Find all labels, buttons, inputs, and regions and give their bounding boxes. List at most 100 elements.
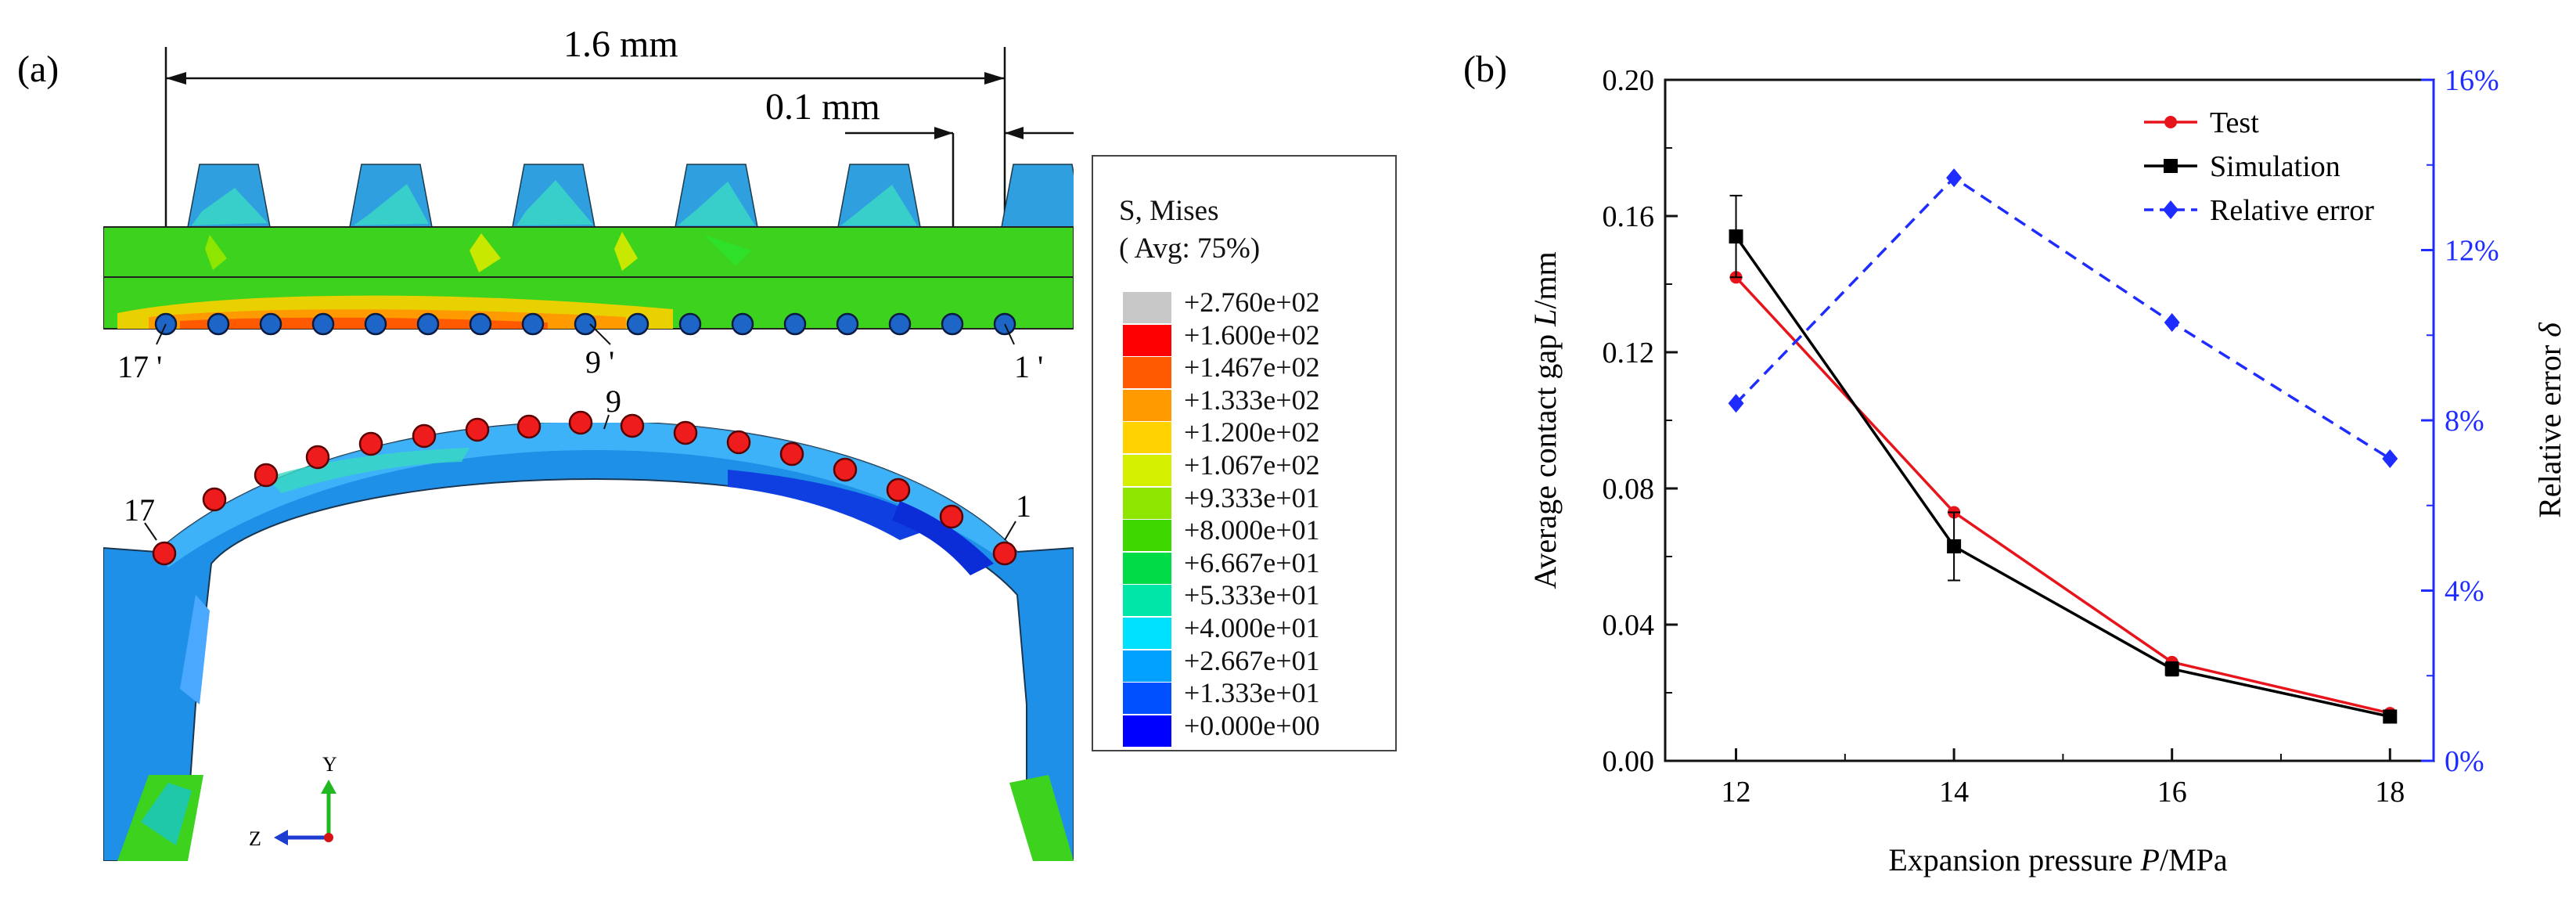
legend-row: +4.000e+01	[1123, 612, 1389, 649]
outer-point-marker	[783, 312, 807, 336]
legend-value: +0.000e+00	[1184, 709, 1320, 741]
inner-point-marker	[726, 430, 751, 455]
legend-marker	[2163, 200, 2178, 219]
y2-tick-label: 4%	[2445, 575, 2484, 608]
legend-swatch	[1123, 618, 1171, 649]
inner-point-marker	[673, 420, 698, 445]
y-tick-label: 0.08	[1603, 473, 1655, 506]
x-axis-ticks: 12 14 16 18	[1722, 748, 2405, 809]
inner-point-marker	[254, 463, 279, 488]
inner-point-marker	[992, 541, 1017, 566]
left-axis-ticks: 0.00 0.04 0.08 0.12 0.16 0.20	[1603, 64, 1678, 778]
point-label-17: 17	[124, 492, 155, 528]
inner-tube-arch	[103, 423, 1074, 861]
legend-swatch	[1123, 455, 1171, 486]
outer-point-marker	[836, 312, 859, 336]
y-tick-label: 0.00	[1603, 745, 1655, 778]
legend-value: +2.760e+02	[1184, 286, 1320, 318]
outer-point-marker	[626, 312, 649, 336]
x-tick-label: 14	[1939, 776, 1969, 809]
legend-value: +6.667e+01	[1184, 546, 1320, 578]
outer-point-marker	[311, 312, 335, 336]
y2-tick-label: 12%	[2445, 235, 2499, 268]
legend-marker	[2164, 116, 2177, 128]
legend-row: +0.000e+00	[1123, 709, 1389, 747]
legend-value: +9.333e+01	[1184, 481, 1320, 513]
data-point-2	[1728, 394, 1744, 413]
legend-swatch	[1123, 389, 1171, 421]
outer-point-marker	[259, 312, 282, 336]
legend-row: +1.200e+02	[1123, 416, 1389, 454]
legend-row: +2.760e+02	[1123, 286, 1389, 323]
point-label-17-prime: 17 '	[117, 349, 162, 384]
data-point-1	[2164, 661, 2179, 676]
legend-swatch	[1123, 585, 1171, 617]
outer-point-marker	[678, 312, 702, 336]
inner-point-marker	[202, 487, 227, 512]
data-point-2	[2164, 312, 2180, 332]
data-point-1	[1729, 229, 1743, 244]
legend-swatch	[1123, 292, 1171, 323]
outer-measure-points	[154, 312, 1016, 336]
y-axis-label: Average contact gap L/mm	[1527, 251, 1563, 589]
inner-point-marker	[516, 414, 541, 439]
inner-point-marker	[358, 431, 383, 456]
legend-value: +1.600e+02	[1184, 319, 1320, 351]
legend-swatch	[1123, 715, 1171, 747]
x-tick-label: 12	[1722, 776, 1751, 809]
outer-point-marker	[888, 312, 912, 336]
legend-row: +1.600e+02	[1123, 319, 1389, 356]
legend-label: Simulation	[2210, 150, 2340, 183]
dimension-1-6mm: 1.6 mm	[563, 23, 678, 65]
inner-measure-points	[152, 410, 1017, 566]
data-point-1	[1947, 539, 1962, 553]
y-tick-label: 0.16	[1603, 200, 1655, 233]
outer-point-marker	[416, 312, 440, 336]
legend-marker	[2164, 159, 2178, 173]
point-label-1-prime: 1 '	[1014, 349, 1043, 384]
data-point-1	[2383, 709, 2398, 724]
legend-swatch	[1123, 552, 1171, 584]
inner-point-marker	[620, 413, 645, 438]
panel-b-label: (b)	[1463, 49, 1507, 90]
point-label-1: 1	[1016, 488, 1031, 524]
legend-row: +6.667e+01	[1123, 546, 1389, 584]
legend-value: +1.467e+02	[1184, 351, 1320, 384]
inner-point-marker	[152, 541, 177, 566]
inner-point-marker	[833, 457, 858, 482]
x-axis-label: Expansion pressure P/MPa	[1888, 842, 2228, 877]
x-tick-label: 16	[2157, 776, 2187, 809]
outer-point-marker	[574, 312, 597, 336]
outer-point-marker	[364, 312, 387, 336]
legend-row: +8.000e+01	[1123, 514, 1389, 552]
y-tick-label: 0.12	[1603, 337, 1655, 369]
inner-point-marker	[939, 504, 964, 529]
axis-y-label: Y	[322, 753, 337, 776]
legend-value: +1.333e+01	[1184, 677, 1320, 709]
y-tick-label: 0.04	[1603, 609, 1655, 642]
coordinate-triad: Y Z	[249, 753, 337, 850]
legend-label: Relative error	[2210, 194, 2374, 227]
outer-point-marker	[941, 312, 964, 336]
inner-point-marker	[779, 441, 804, 467]
point-label-leaders	[144, 323, 1016, 541]
panel-b-chart: (b) 0.00 0.04 0.08 0.12 0.16 0.20 0% 4% 8% 12% 16…	[1463, 49, 2567, 877]
panel-a-fea-figure: (a) 1.6 mm 0.1 mm	[17, 23, 1074, 861]
legend-title: S, Mises	[1119, 195, 1219, 227]
inner-point-marker	[886, 477, 911, 503]
legend-swatch	[1123, 650, 1171, 682]
y2-tick-label: 16%	[2445, 64, 2499, 97]
legend-row: +1.333e+01	[1123, 677, 1389, 715]
inner-point-marker	[568, 410, 593, 435]
legend-swatch	[1123, 324, 1171, 356]
series-layer	[1728, 168, 2398, 724]
legend-swatch	[1123, 357, 1171, 389]
y2-tick-label: 0%	[2445, 745, 2484, 778]
dimension-0-1mm: 0.1 mm	[765, 86, 880, 128]
series-line-0	[1735, 276, 2391, 715]
data-point-2	[1946, 168, 1963, 188]
legend-value: +1.067e+02	[1184, 449, 1320, 481]
series-line-1	[1735, 236, 2391, 719]
outer-point-marker	[731, 312, 754, 336]
legend-swatch	[1123, 683, 1171, 715]
